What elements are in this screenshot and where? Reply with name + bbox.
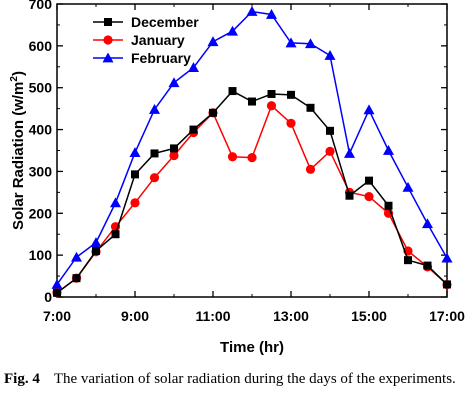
data-point-december <box>72 274 81 283</box>
data-point-february <box>207 36 219 47</box>
data-point-december <box>404 256 412 265</box>
data-point-february <box>149 103 160 114</box>
data-point-december <box>267 89 276 98</box>
y-axis-label-main: Solar Radiation (w/m <box>10 82 27 230</box>
data-point-february <box>422 218 433 229</box>
data-point-january <box>130 198 140 208</box>
data-point-february <box>246 6 258 16</box>
data-point-december <box>228 87 237 96</box>
y-tick-label: 0 <box>44 289 52 305</box>
data-point-december <box>306 103 315 112</box>
data-point-december <box>189 125 198 134</box>
x-axis-label: Time (hr) <box>220 339 284 356</box>
series-january <box>52 101 452 298</box>
data-point-january <box>305 164 316 174</box>
data-point-february <box>324 49 336 60</box>
data-point-december <box>53 288 61 297</box>
figure-caption-text: The variation of solar radiation during … <box>53 371 456 387</box>
data-point-january <box>325 146 335 156</box>
x-tick-label: 9:00 <box>121 308 149 324</box>
data-point-december <box>443 280 451 289</box>
data-point-february <box>305 38 316 49</box>
data-point-january <box>227 152 238 162</box>
y-tick-label: 700 <box>29 0 53 12</box>
x-tick-label: 13:00 <box>273 308 309 324</box>
data-point-december <box>209 108 217 117</box>
data-point-february <box>227 25 238 36</box>
data-point-february <box>129 147 141 157</box>
data-point-february <box>110 197 121 208</box>
legend-label: December <box>131 14 199 30</box>
legend-marker <box>103 35 113 45</box>
x-tick-label: 15:00 <box>351 308 387 324</box>
data-point-february <box>363 104 375 115</box>
data-point-february <box>168 77 180 88</box>
data-point-december <box>92 246 100 255</box>
y-axis-label-superscript: 2 <box>9 76 20 82</box>
legend-marker <box>102 52 114 63</box>
data-point-february <box>441 252 453 263</box>
data-point-december <box>365 176 373 185</box>
data-point-december <box>384 201 393 210</box>
y-tick-label: 200 <box>29 205 53 221</box>
data-point-december <box>111 230 120 239</box>
y-tick-label: 400 <box>29 122 53 138</box>
data-point-december <box>345 191 354 200</box>
data-point-december <box>170 144 178 153</box>
data-point-february <box>188 62 199 73</box>
figure-label: Fig. 4 <box>4 371 40 387</box>
series-december <box>53 87 451 297</box>
y-tick-label: 100 <box>29 247 53 263</box>
y-tick-label: 500 <box>29 80 53 96</box>
data-point-february <box>51 278 63 289</box>
data-point-january <box>169 150 179 161</box>
solar-radiation-chart: 0 100 200 300 400 500 600 700 7:00 9:00 11:00 13:00… <box>9 0 465 356</box>
legend-entry-december: December <box>93 14 199 30</box>
data-point-february <box>71 251 82 262</box>
y-axis-label: Solar Radiation (w/m2) <box>9 71 27 230</box>
legend-entry-february: February <box>93 50 191 66</box>
data-point-january <box>247 153 257 163</box>
data-point-december <box>326 126 334 135</box>
y-axis-label-close: ) <box>10 71 27 76</box>
y-tick-label: 300 <box>29 163 53 179</box>
x-tick-label: 17:00 <box>429 308 465 324</box>
data-point-january <box>266 101 277 111</box>
data-point-january <box>286 118 296 128</box>
figure-caption: Fig. 4 The variation of solar radiation d… <box>4 370 470 389</box>
x-tick-label: 11:00 <box>195 308 230 324</box>
data-point-february <box>266 8 277 19</box>
data-point-december <box>150 149 159 158</box>
axes: 0 100 200 300 400 500 600 700 7:00 9:00 11:00 13:00… <box>9 0 465 356</box>
data-point-february <box>383 145 394 155</box>
data-point-december <box>248 97 256 106</box>
data-point-february <box>285 37 297 48</box>
data-point-december <box>131 170 139 179</box>
legend-marker <box>104 18 112 26</box>
legend-label: January <box>131 32 185 48</box>
legend-label: February <box>131 50 191 66</box>
series-february <box>51 6 453 289</box>
data-point-february <box>90 237 102 247</box>
series-line-december <box>56 90 448 294</box>
data-point-january <box>364 191 374 202</box>
data-point-december <box>287 90 295 99</box>
data-point-january <box>149 173 160 183</box>
data-point-december <box>423 261 432 270</box>
data-point-february <box>402 181 414 192</box>
series-layer <box>51 6 453 298</box>
legend: December January February <box>93 14 199 66</box>
y-tick-label: 600 <box>29 38 53 54</box>
x-tick-label: 7:00 <box>43 308 71 324</box>
data-point-february <box>344 147 355 158</box>
legend-entry-january: January <box>93 32 185 48</box>
